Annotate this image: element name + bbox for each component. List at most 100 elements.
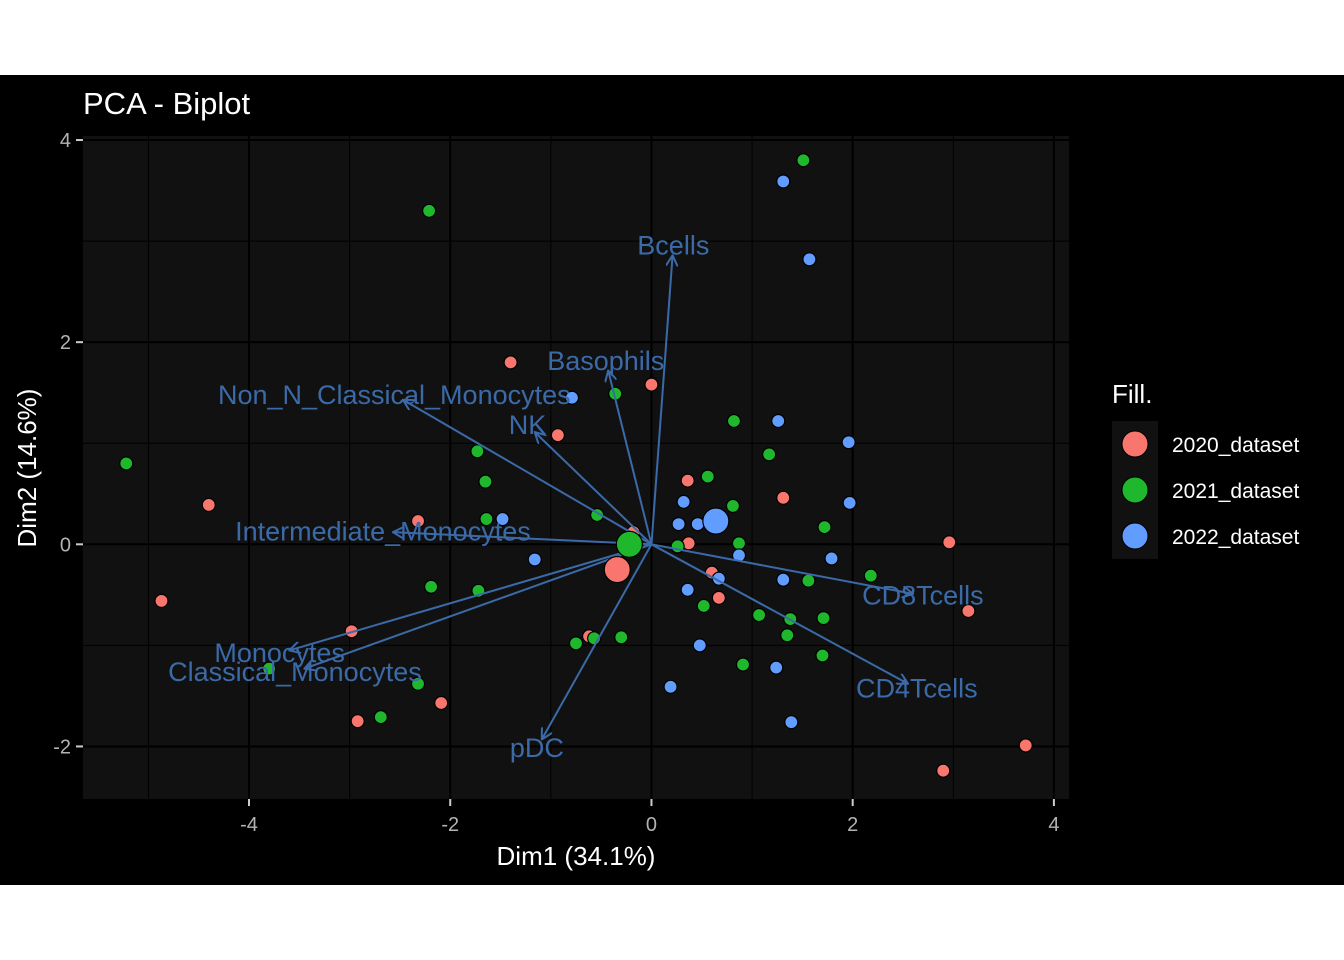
point-2021_dataset <box>817 520 832 535</box>
y-tick-label: 2 <box>60 332 71 354</box>
loading-arrow-pDC <box>542 543 653 739</box>
y-axis-title: Dim2 (14.6%) <box>12 389 42 548</box>
point-2020_dataset <box>776 490 791 505</box>
point-2022_dataset <box>769 660 784 675</box>
grid-minor <box>83 136 1069 799</box>
point-2021_dataset <box>726 413 742 429</box>
plot-panel <box>83 136 1069 799</box>
chart-title: PCA - Biplot <box>83 86 251 121</box>
point-2021_dataset <box>373 710 388 725</box>
point-2021_dataset <box>479 511 494 527</box>
loading-arrow-Bcells <box>650 255 672 545</box>
centroid-2020_dataset <box>603 555 631 584</box>
group-centroids <box>603 507 730 584</box>
point-2021_dataset <box>725 498 741 514</box>
point-2020_dataset <box>644 377 659 392</box>
loading-label-Classical_Monocytes: Classical_Monocytes <box>168 657 422 687</box>
point-2020_dataset <box>201 497 216 512</box>
loading-arrow-Non_N_Classical_Monocytes <box>403 400 652 546</box>
point-2022_dataset <box>771 413 786 429</box>
point-2022_dataset <box>784 715 799 730</box>
loading-label-Bcells: Bcells <box>637 230 709 260</box>
y-axis-ticks: -2 0 2 4 <box>53 130 83 758</box>
point-2021_dataset <box>801 573 816 588</box>
point-2021_dataset <box>752 607 767 623</box>
point-2022_dataset <box>527 552 542 567</box>
legend-label-2021_dataset: 2021_dataset <box>1172 480 1299 503</box>
x-tick-label: 2 <box>847 814 858 836</box>
loading-arrow-Intermediate_Monocytes <box>393 532 652 546</box>
point-2022_dataset <box>564 390 580 405</box>
point-2020_dataset <box>936 763 951 778</box>
legend: Fill. 2020_dataset 2021_dataset 2022_datas… <box>1112 379 1299 559</box>
point-2021_dataset <box>614 630 629 645</box>
point-2020_dataset <box>961 603 976 619</box>
point-2021_dataset <box>731 536 747 551</box>
point-2021_dataset <box>780 628 795 643</box>
point-2022_dataset <box>690 516 705 532</box>
legend-label-2022_dataset: 2022_dataset <box>1172 526 1299 549</box>
loading-labels: Bcells Basophils Non_N_Classical_Monocytes… <box>168 230 984 763</box>
point-2022_dataset <box>824 551 839 566</box>
point-2020_dataset <box>434 695 449 711</box>
loading-label-NK: NK <box>509 410 547 440</box>
point-2021_dataset <box>816 610 831 626</box>
loading-arrow-Basophils <box>608 370 653 545</box>
point-2021_dataset <box>735 657 751 672</box>
loading-label-Non_N_Classical_Monocytes: Non_N_Classical_Monocytes <box>218 380 571 410</box>
point-2021_dataset <box>424 579 439 594</box>
loading-label-CD4Tcells: CD4Tcells <box>856 674 978 704</box>
centroid-2021_dataset <box>615 530 643 558</box>
legend-key-2020_dataset <box>1121 430 1149 458</box>
point-2021_dataset <box>410 676 426 691</box>
point-2020_dataset <box>1018 738 1033 753</box>
point-2020_dataset <box>942 535 957 550</box>
y-tick-label: 4 <box>60 130 71 152</box>
grid-major <box>83 136 1069 799</box>
point-2021_dataset <box>568 636 584 651</box>
loading-arrow-CD4Tcells <box>650 543 908 683</box>
loading-arrows <box>289 255 913 739</box>
loading-label-pDC: pDC <box>510 733 564 763</box>
point-2022_dataset <box>671 516 686 532</box>
loading-label-Monocytes: Monocytes <box>214 638 345 668</box>
point-2020_dataset <box>680 473 695 488</box>
x-tick-label: -4 <box>240 814 258 836</box>
loading-label-Basophils: Basophils <box>547 346 664 376</box>
point-2022_dataset <box>731 548 747 563</box>
point-2020_dataset <box>350 714 365 729</box>
loading-label-Intermediate_Monocytes: Intermediate_Monocytes <box>235 517 531 547</box>
point-2022_dataset <box>776 572 791 587</box>
point-2021_dataset <box>470 444 485 459</box>
point-2021_dataset <box>478 474 493 489</box>
point-2022_dataset <box>802 252 817 267</box>
point-2021_dataset <box>863 568 878 583</box>
point-2020_dataset <box>503 355 518 370</box>
point-2021_dataset <box>119 456 134 471</box>
point-2021_dataset <box>422 203 437 218</box>
x-tick-label: -2 <box>441 814 459 836</box>
x-axis-ticks: -4 -2 0 2 4 <box>240 799 1059 836</box>
point-2022_dataset <box>676 494 691 509</box>
point-2022_dataset <box>680 582 695 597</box>
point-2020_dataset <box>550 428 565 443</box>
point-2022_dataset <box>692 638 707 653</box>
point-2021_dataset <box>700 469 715 484</box>
legend-key-2022_dataset <box>1121 522 1149 550</box>
loading-arrow-Monocytes <box>289 543 652 650</box>
point-2022_dataset <box>663 679 678 694</box>
point-2021_dataset <box>262 661 277 676</box>
point-2021_dataset <box>796 153 811 168</box>
point-2020_dataset <box>711 590 726 605</box>
point-2020_dataset <box>154 593 169 609</box>
point-2021_dataset <box>762 447 777 462</box>
point-2022_dataset <box>495 511 510 527</box>
legend-label-2020_dataset: 2020_dataset <box>1172 434 1299 457</box>
y-tick-label: 0 <box>60 534 71 556</box>
x-axis-title: Dim1 (34.1%) <box>497 841 656 871</box>
data-points <box>119 153 1033 778</box>
legend-title: Fill. <box>1112 379 1152 409</box>
point-2020_dataset <box>410 513 426 529</box>
y-tick-label: -2 <box>53 736 71 758</box>
